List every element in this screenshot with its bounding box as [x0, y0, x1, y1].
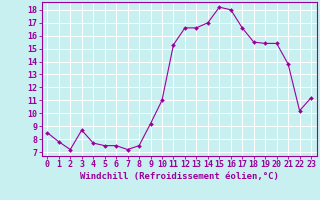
X-axis label: Windchill (Refroidissement éolien,°C): Windchill (Refroidissement éolien,°C): [80, 172, 279, 181]
